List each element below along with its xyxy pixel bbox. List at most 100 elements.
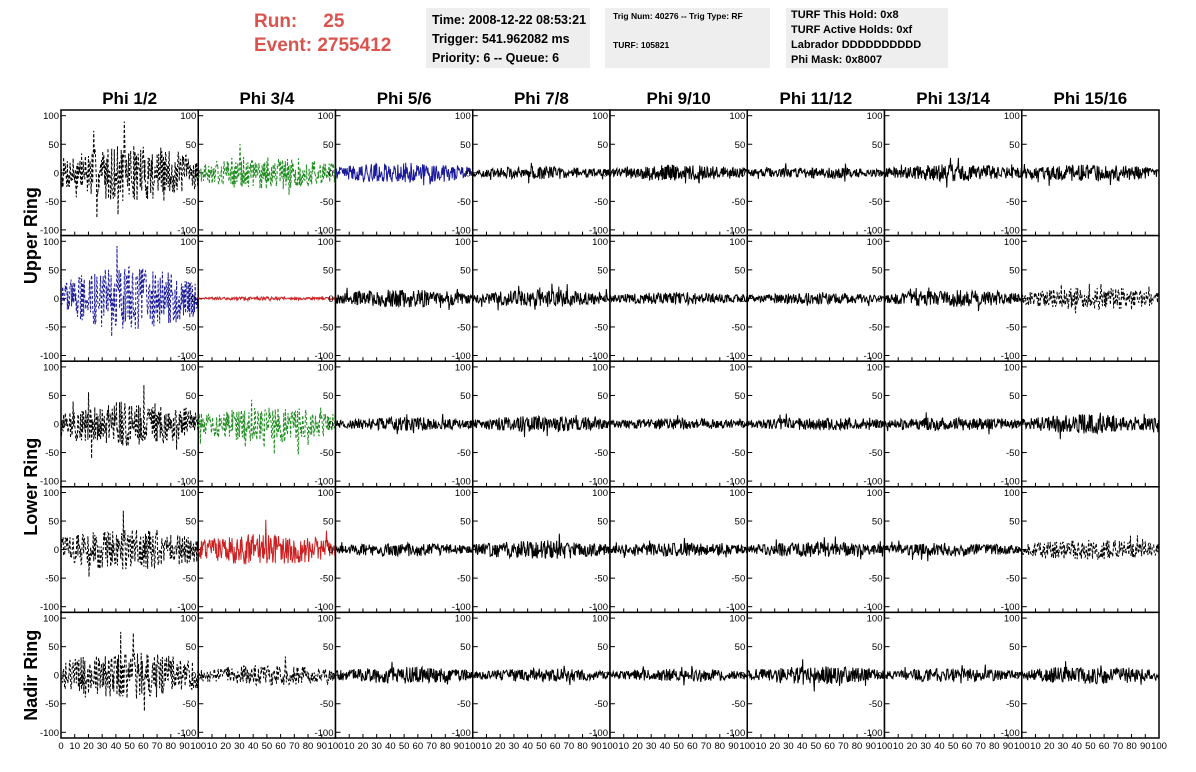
x-tick-label: 60 <box>275 741 286 752</box>
waveform-panel: -100 -50 0 50 100 <box>1001 360 1160 488</box>
y-tick-label: -100 <box>726 225 745 236</box>
waveform-panel: -100 -50 0 50 100 <box>40 109 199 236</box>
waveform-trace <box>609 537 748 558</box>
y-tick-label: 100 <box>867 614 883 625</box>
y-tick-label: 100 <box>43 111 59 122</box>
waveform-panel: -100 -50 0 50 100 <box>726 234 886 362</box>
waveform-panel: -100 -50 0 50 100 <box>589 360 748 488</box>
y-tick-label: 0 <box>465 671 470 682</box>
x-tick-label: 30 <box>509 741 520 752</box>
x-tick-label: 90 <box>865 741 876 752</box>
y-tick-label: 50 <box>323 265 334 276</box>
y-tick-label: 100 <box>867 362 883 373</box>
y-tick-label: 0 <box>465 168 470 179</box>
y-tick-label: 100 <box>455 237 471 248</box>
y-tick-label: 0 <box>740 671 745 682</box>
y-tick-label: 100 <box>455 362 471 373</box>
y-tick-label: -50 <box>869 322 883 333</box>
y-tick-label: 100 <box>180 614 196 625</box>
y-tick-label: 100 <box>592 362 608 373</box>
x-tick-label: 10 <box>207 741 218 752</box>
x-tick-label: 60 <box>413 741 424 752</box>
x-tick-label: 20 <box>907 741 918 752</box>
phi-mask-text: Phi Mask: 0x8007 <box>791 54 883 66</box>
y-tick-label: 100 <box>1004 362 1020 373</box>
x-tick-label: 10 <box>893 741 904 752</box>
y-tick-label: 0 <box>1014 420 1019 431</box>
x-tick-label: 30 <box>646 741 657 752</box>
y-tick-label: 50 <box>1009 265 1020 276</box>
column-header: Phi 13/14 <box>916 89 990 108</box>
x-tick-label: 30 <box>371 741 382 752</box>
ring-label: Lower Ring <box>21 438 41 536</box>
y-tick-label: 0 <box>465 294 470 305</box>
y-tick-label: 0 <box>191 294 196 305</box>
x-tick-label: 70 <box>701 741 712 752</box>
waveform-panel: -100 -50 0 50 100 <box>589 109 748 236</box>
y-tick-label: 0 <box>877 294 882 305</box>
y-tick-label: -50 <box>732 322 746 333</box>
y-tick-label: -50 <box>594 574 608 585</box>
waveform-trace <box>746 163 885 182</box>
y-tick-label: -50 <box>457 448 471 459</box>
y-tick-label: 50 <box>872 642 883 653</box>
x-tick-label: 10 <box>344 741 355 752</box>
y-tick-label: -50 <box>1006 574 1020 585</box>
y-tick-label: 100 <box>867 488 883 499</box>
waveform-trace <box>746 659 885 692</box>
y-tick-label: 100 <box>592 614 608 625</box>
waveform-trace <box>472 162 611 184</box>
y-tick-label: -50 <box>1006 322 1020 333</box>
waveform-panel: -100 -50 0 50 100 <box>40 611 199 739</box>
x-tick-label: 20 <box>1044 741 1055 752</box>
waveform-panel: -100 -50 0 50 100 <box>589 486 748 613</box>
ring-label: Nadir Ring <box>21 630 41 721</box>
y-tick-label: 100 <box>318 614 334 625</box>
y-tick-label: 50 <box>186 265 197 276</box>
waveform-trace <box>60 121 199 218</box>
y-tick-label: 0 <box>740 545 745 556</box>
x-tick-label: 60 <box>687 741 698 752</box>
waveform-panel: -100 -50 0 50 100 <box>452 109 611 236</box>
x-tick-label: 80 <box>166 741 177 752</box>
x-tick-label: 100 <box>602 741 618 752</box>
y-tick-label: -50 <box>45 699 59 710</box>
waveform-panel: -100 -50 0 50 100 <box>863 486 1023 613</box>
y-tick-label: -100 <box>863 728 882 739</box>
waveform-panel: -100 -50 0 50 100 <box>1001 611 1160 739</box>
x-tick-label: 80 <box>303 741 314 752</box>
waveform-trace <box>335 661 474 685</box>
x-tick-label: 40 <box>797 741 808 752</box>
y-tick-label: -50 <box>183 322 197 333</box>
waveform-panel: -100 -50 0 50 100 <box>1001 234 1160 362</box>
waveform-trace <box>884 157 1023 188</box>
y-tick-label: 100 <box>455 111 471 122</box>
time-panel: Time: 2008-12-22 08:53:21 Trigger: 541.9… <box>426 8 590 68</box>
y-tick-label: -100 <box>177 477 196 488</box>
y-tick-label: -50 <box>1006 448 1020 459</box>
y-tick-label: -100 <box>589 351 608 362</box>
labrador-text: Labrador DDDDDDDDDD <box>791 39 922 51</box>
y-tick-label: -50 <box>869 699 883 710</box>
waveform-panel: -100 -50 0 50 100 <box>314 611 474 739</box>
waveform-panel: -100 -50 0 50 100 <box>452 486 611 613</box>
x-tick-label: 80 <box>852 741 863 752</box>
y-tick-label: 50 <box>735 265 746 276</box>
y-tick-label: 50 <box>186 517 197 528</box>
x-tick-label: 70 <box>289 741 300 752</box>
waveform-trace <box>197 295 336 303</box>
waveform-panel: -100 -50 0 50 100 <box>726 360 886 488</box>
waveform-panel: -100 -50 0 50 100 <box>726 611 886 739</box>
run-label: Run: <box>254 11 298 32</box>
y-tick-label: -100 <box>589 225 608 236</box>
y-tick-label: 50 <box>323 642 334 653</box>
x-tick-label: 80 <box>577 741 588 752</box>
waveform-trace <box>746 536 885 560</box>
waveform-trace <box>609 164 748 184</box>
waveform-panel: -100 -50 0 50 100 <box>177 234 337 362</box>
x-tick-label: 70 <box>975 741 986 752</box>
y-tick-label: -50 <box>732 574 746 585</box>
y-tick-label: -100 <box>1001 477 1020 488</box>
y-tick-label: 0 <box>877 420 882 431</box>
